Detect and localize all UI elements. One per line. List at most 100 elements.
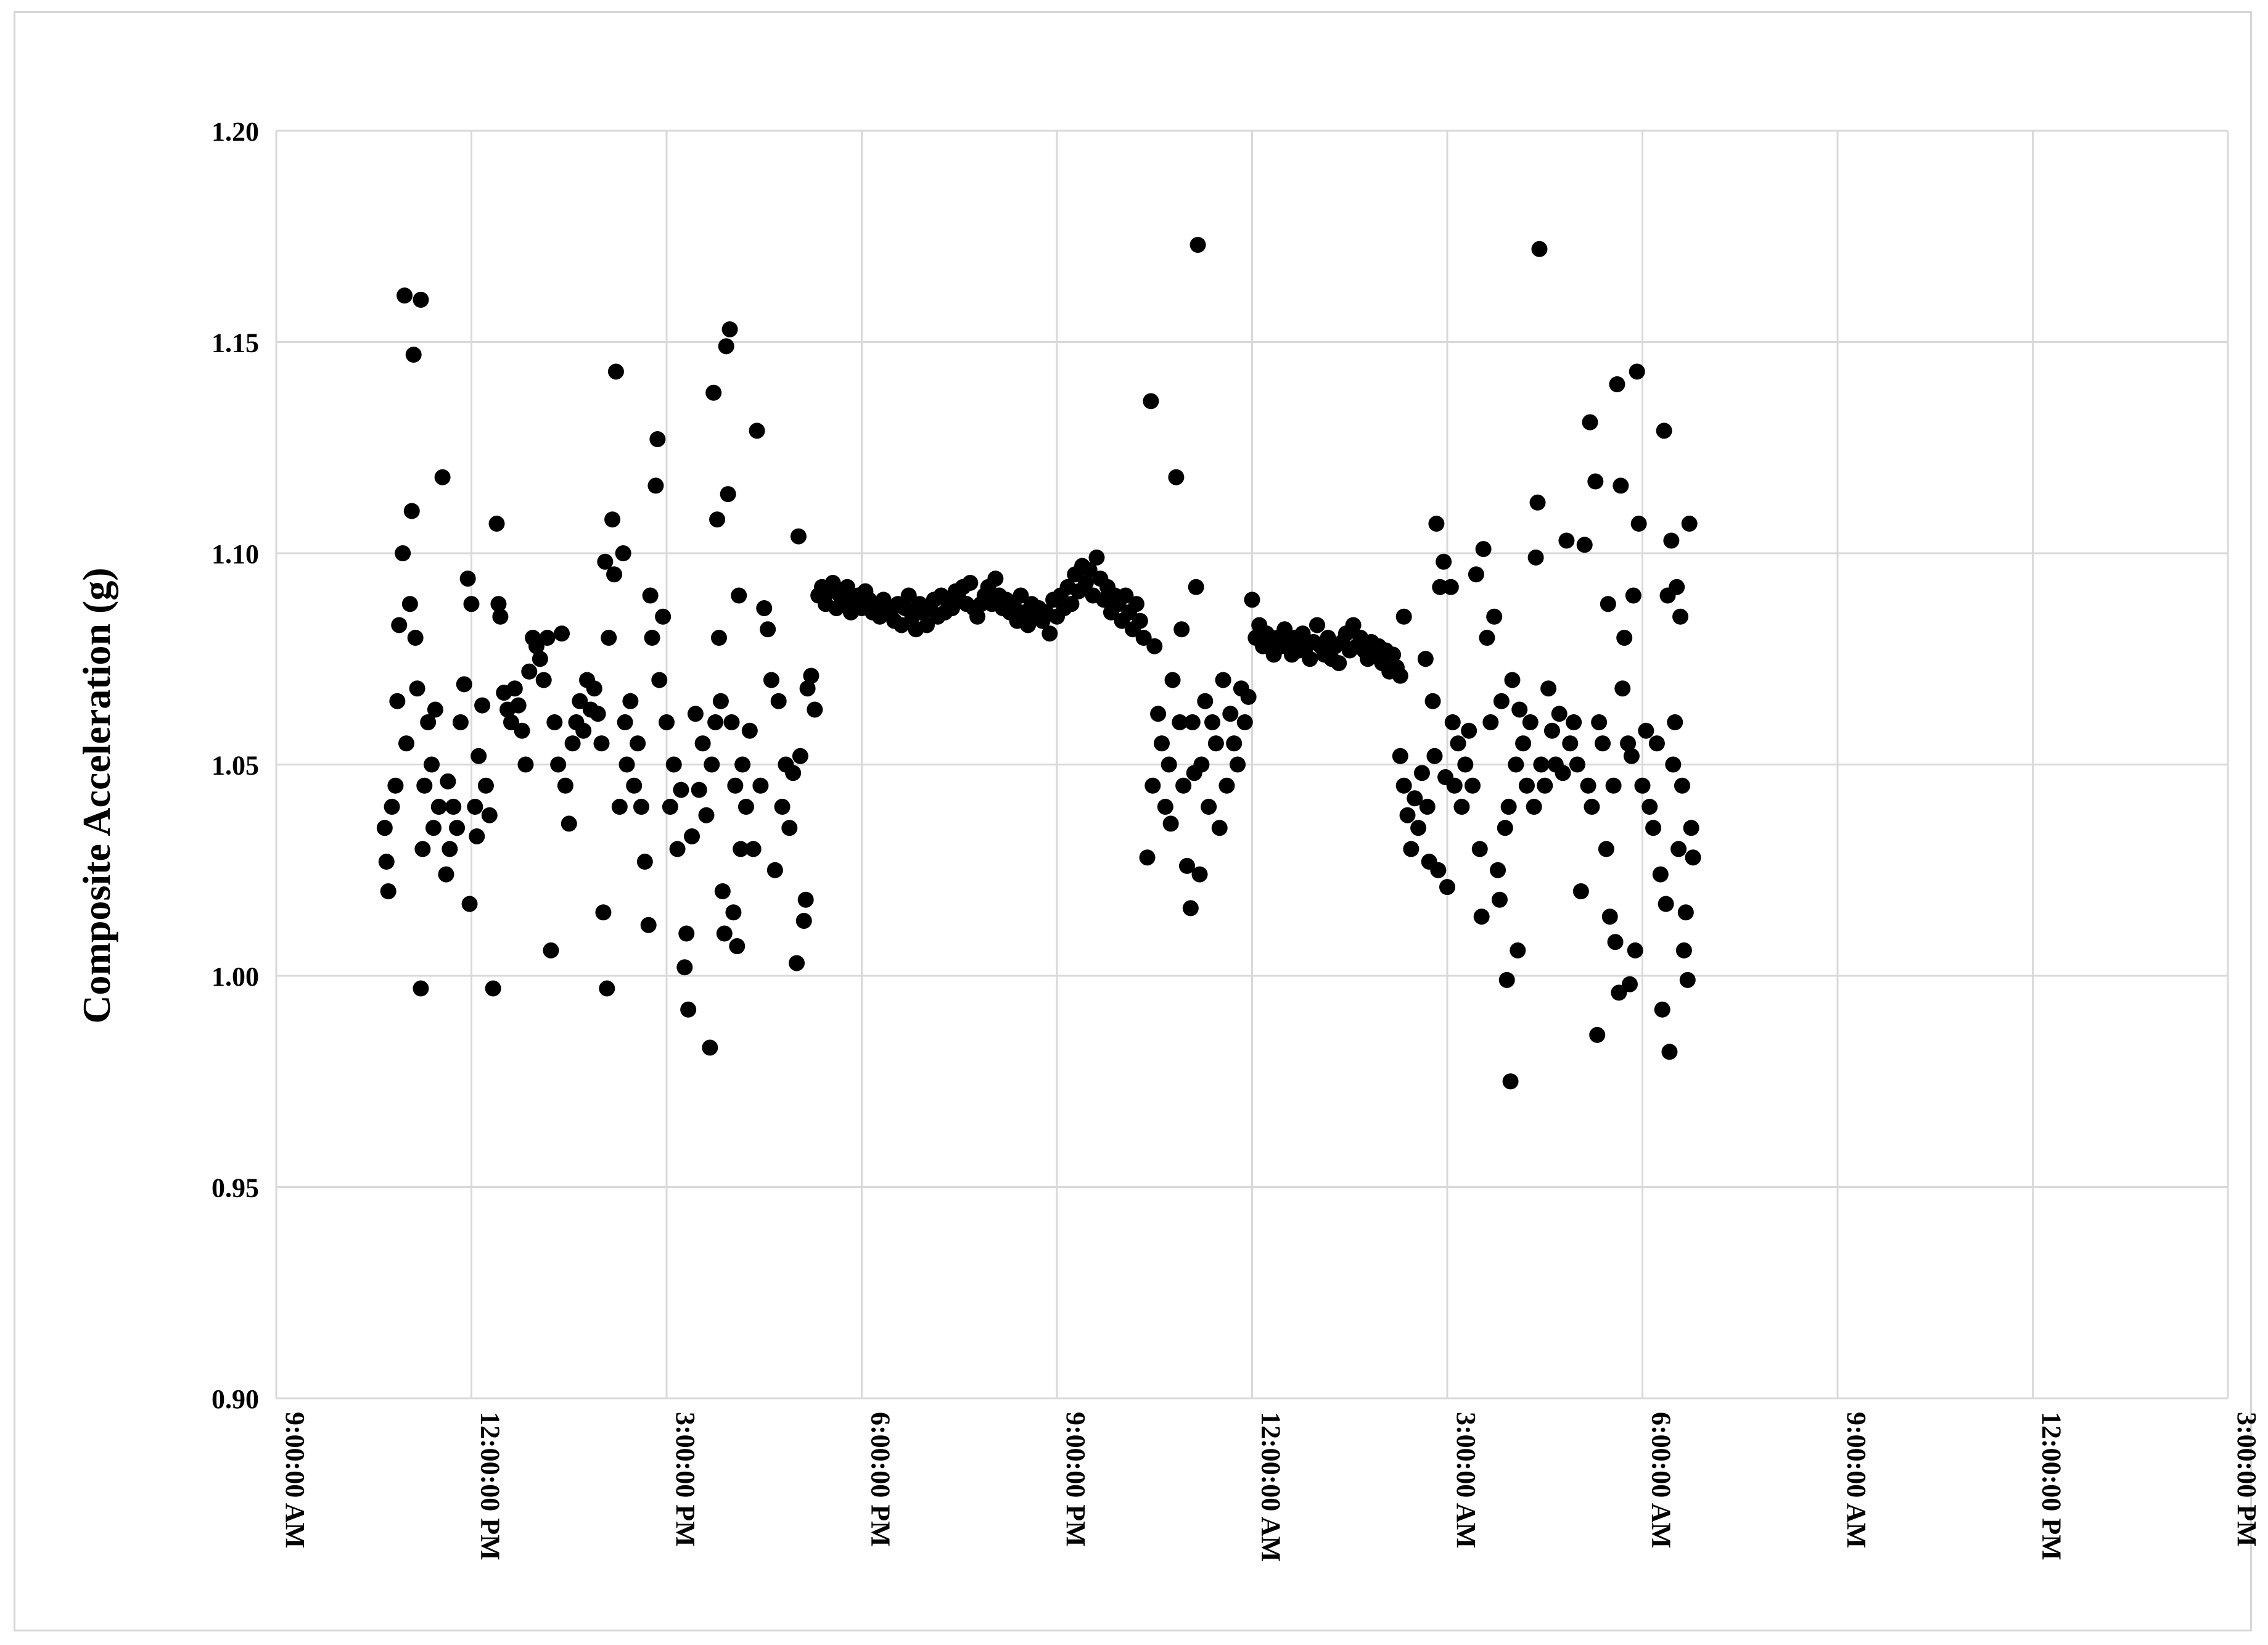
data-point [564,735,581,752]
data-point [1555,765,1571,781]
data-point [640,917,657,933]
data-point [1558,532,1575,549]
x-tick-label: 12:00:00 PM [2037,1412,2067,1560]
data-point [1088,549,1105,566]
data-point [1193,756,1210,773]
data-point [781,820,798,836]
data-point [1526,799,1542,815]
data-point [1179,857,1195,874]
data-point [407,630,424,646]
data-point [403,503,420,519]
data-point [691,781,707,798]
data-point [1611,984,1627,1001]
data-point [384,799,400,815]
data-point [550,756,567,773]
data-point [626,777,643,794]
data-point [425,820,442,836]
data-point [1652,866,1669,883]
data-point [803,667,820,684]
data-point [1572,883,1589,899]
data-point [1446,777,1463,794]
data-point [1168,469,1185,485]
data-point [474,697,491,714]
data-point [1465,777,1481,794]
data-point [1240,688,1257,705]
data-point [1629,363,1645,380]
data-point [839,579,856,595]
data-point [442,841,458,857]
data-point [1442,579,1459,595]
data-point [1331,655,1347,672]
data-point [1582,414,1598,431]
data-points [376,236,1701,1090]
data-point [449,820,466,836]
y-tick-label: 1.10 [212,539,259,569]
data-point [543,942,559,959]
data-point [622,693,639,709]
data-point [1613,477,1629,494]
data-point [636,854,653,870]
data-point [709,511,726,528]
data-point [617,714,633,730]
data-point [387,777,404,794]
data-point [1589,1026,1606,1043]
data-point [1667,714,1683,730]
data-point [1661,1044,1678,1060]
data-point [413,292,429,308]
x-tick-label: 12:00:00 AM [1256,1412,1286,1562]
data-point [729,938,746,955]
data-point [424,756,440,773]
data-point [488,516,505,532]
data-point [752,777,769,794]
data-point [554,625,570,642]
data-point [1189,236,1206,253]
data-point [1502,1073,1519,1090]
data-point [705,384,722,401]
data-point [456,676,472,693]
data-point [1675,942,1692,959]
data-point [1551,706,1567,722]
data-point [710,630,727,646]
data-point [1424,693,1441,709]
x-tick-label: 3:00:00 AM [1451,1412,1481,1548]
data-point [607,363,624,380]
data-point [506,680,523,697]
data-point [795,912,812,929]
data-point [1600,596,1616,612]
data-point [1410,820,1427,836]
data-point [721,321,738,337]
data-point [1543,722,1560,739]
data-point [1407,790,1423,807]
data-point [1395,608,1412,625]
data-point [727,777,744,794]
data-point [459,571,476,587]
data-point [651,672,668,688]
data-point [774,799,791,815]
data-point [1497,820,1513,836]
data-point [1598,841,1614,857]
data-point [687,706,704,722]
data-point [1150,706,1167,722]
data-point [1392,667,1408,684]
data-point [644,630,660,646]
data-point [430,799,447,815]
data-point [1683,820,1699,836]
data-point [376,820,393,836]
data-point [702,1039,718,1056]
x-tick-label: 3:00:00 PM [670,1412,701,1547]
data-point [704,756,720,773]
data-point [546,714,563,730]
data-point [1215,672,1231,688]
data-point [413,980,429,997]
data-point [642,587,659,604]
data-point [1218,777,1235,794]
data-point [1630,516,1647,532]
data-point [615,545,631,561]
data-point [1309,617,1325,633]
data-point [1161,756,1177,773]
data-point [1399,807,1416,823]
data-point [1566,714,1582,730]
data-point [586,680,602,697]
y-tick-label: 1.20 [212,117,259,147]
data-point [597,553,614,570]
